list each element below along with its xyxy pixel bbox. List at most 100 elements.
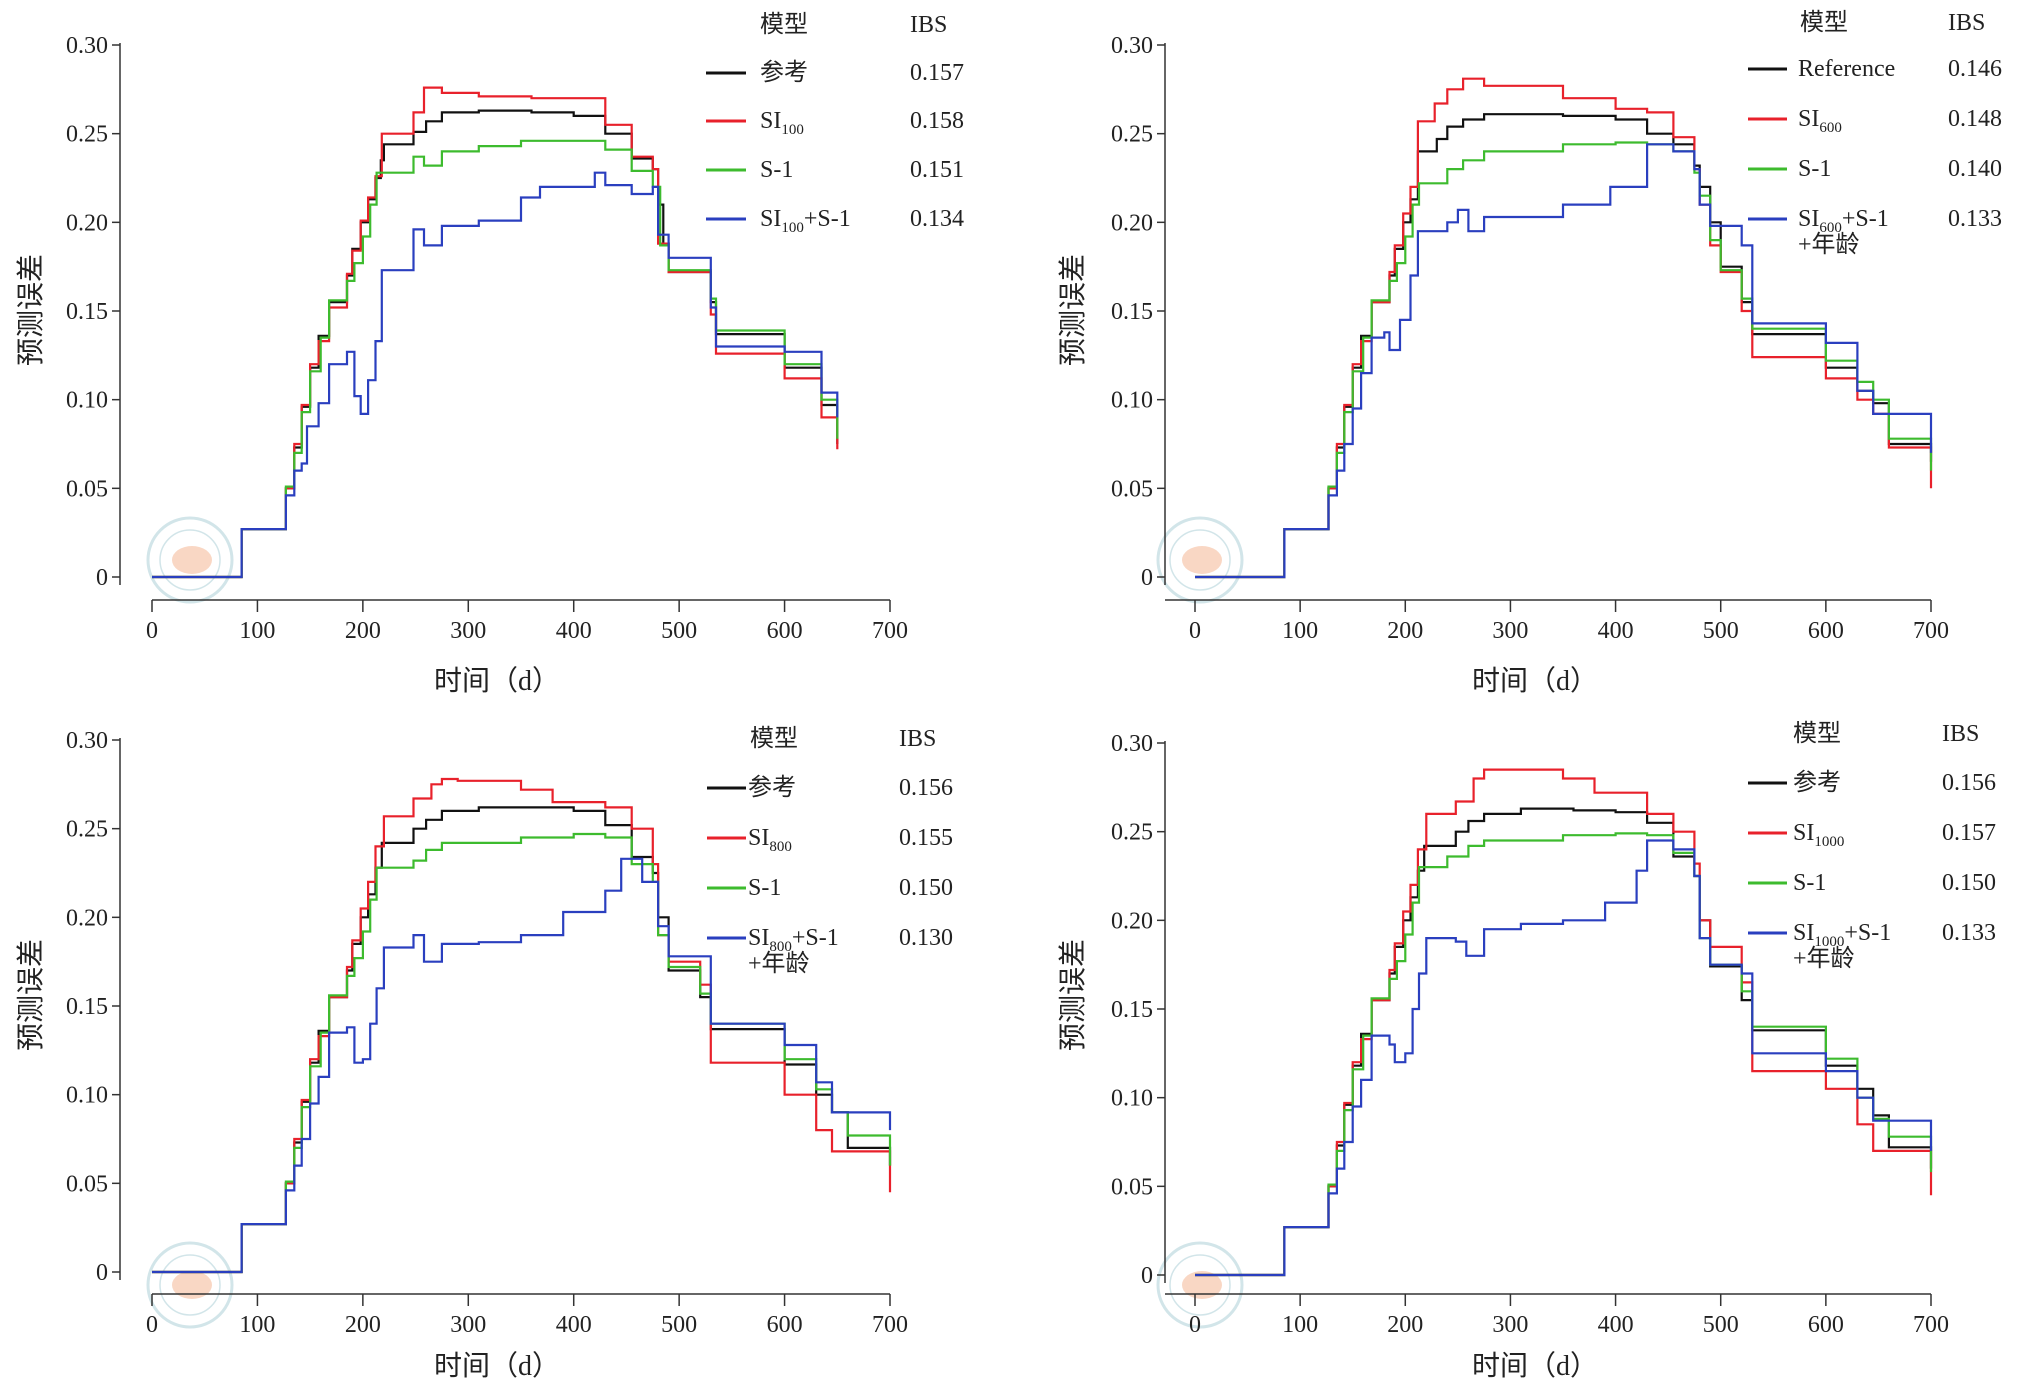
series-line-1 xyxy=(1195,77,1933,579)
x-tick-label: 0 xyxy=(1189,618,1201,644)
x-tick-label: 200 xyxy=(345,618,381,644)
legend-label: S-1 xyxy=(760,157,793,183)
legend-label: SI600+S-1 xyxy=(1798,206,1889,236)
legend-label-line2: +年龄 xyxy=(1798,231,1860,258)
legend-header-model: 模型 xyxy=(760,11,808,38)
x-tick-label: 200 xyxy=(345,1312,381,1338)
x-tick-label: 700 xyxy=(872,618,908,644)
x-tick-label: 200 xyxy=(1387,618,1423,644)
legend-label: 参考 xyxy=(1793,769,1841,796)
watermark-map-shape xyxy=(172,1271,212,1299)
watermark-logo xyxy=(146,1241,234,1329)
x-axis-label: 时间（d） xyxy=(1472,1350,1598,1382)
legend-label-main: SI xyxy=(748,825,769,851)
y-tick-label: 0 xyxy=(96,565,108,591)
legend-label-subscript: 600 xyxy=(1819,220,1842,236)
legend-label: SI100+S-1 xyxy=(760,206,851,236)
y-tick-label: 0.30 xyxy=(66,728,108,754)
legend-label-main: S-1 xyxy=(760,157,793,183)
legend-label-rest: +S-1 xyxy=(792,925,839,951)
y-axis-label: 预测误差 xyxy=(1057,939,1089,1051)
y-tick-label: 0.25 xyxy=(1111,122,1153,148)
x-tick-label: 200 xyxy=(1387,1312,1423,1338)
y-tick-label: 0.15 xyxy=(1111,299,1153,325)
watermark-map-shape xyxy=(1182,546,1222,574)
legend-label: SI800+S-1 xyxy=(748,925,839,955)
legend-label: 参考 xyxy=(760,59,808,86)
series-line-2 xyxy=(152,139,839,579)
series-line-3 xyxy=(152,171,839,579)
x-tick-label: 0 xyxy=(146,1312,158,1338)
watermark-logo xyxy=(146,516,234,604)
x-tick-label: 500 xyxy=(1703,618,1739,644)
legend-ibs-value: 0.156 xyxy=(1942,770,1996,796)
legend-label-main: SI xyxy=(1793,920,1814,946)
legend-ibs-value: 0.158 xyxy=(910,108,964,134)
x-tick-label: 400 xyxy=(1598,618,1634,644)
y-tick-label: 0.05 xyxy=(1111,1174,1153,1200)
watermark-inner-ring xyxy=(1169,529,1231,591)
legend-ibs-value: 0.157 xyxy=(910,60,964,86)
watermark-logo xyxy=(1156,516,1244,604)
y-tick-label: 0.25 xyxy=(66,122,108,148)
legend-header-model: 模型 xyxy=(1800,9,1848,36)
legend-ibs-value: 0.150 xyxy=(1942,870,1996,896)
legend-label: SI600 xyxy=(1798,106,1842,136)
legend-header-ibs: IBS xyxy=(1948,10,1985,36)
y-tick-label: 0.15 xyxy=(66,299,108,325)
legend-label-rest: +S-1 xyxy=(804,206,851,232)
watermark-logo xyxy=(1156,1241,1244,1329)
y-tick-label: 0.05 xyxy=(66,1171,108,1197)
y-tick-label: 0.10 xyxy=(66,1083,108,1109)
watermark-ring xyxy=(1156,1241,1244,1329)
legend-label: Reference xyxy=(1798,56,1895,82)
x-tick-label: 300 xyxy=(1492,618,1528,644)
legend-header-model: 模型 xyxy=(750,725,798,752)
x-tick-label: 100 xyxy=(239,1312,275,1338)
y-tick-label: 0 xyxy=(1141,565,1153,591)
watermark-map-shape xyxy=(1182,1271,1222,1299)
x-axis-label: 时间（d） xyxy=(434,1350,560,1382)
y-tick-label: 0.15 xyxy=(66,994,108,1020)
legend-label-subscript: 100 xyxy=(781,122,804,138)
y-axis-label: 预测误差 xyxy=(1057,254,1089,366)
series-line-2 xyxy=(1195,141,1933,579)
legend-label: S-1 xyxy=(1793,870,1826,896)
y-axis-label: 预测误差 xyxy=(15,939,47,1051)
y-tick-label: 0.30 xyxy=(66,33,108,59)
legend-ibs-value: 0.133 xyxy=(1948,206,2002,232)
series-line-3 xyxy=(152,857,892,1274)
legend-label-main: S-1 xyxy=(1798,156,1831,182)
legend-label: SI1000+S-1 xyxy=(1793,920,1891,950)
y-tick-label: 0.10 xyxy=(1111,1086,1153,1112)
legend-label: S-1 xyxy=(748,875,781,901)
x-axis-label: 时间（d） xyxy=(434,665,560,697)
legend-label-line2: +年龄 xyxy=(1793,945,1855,972)
legend-label-main: SI xyxy=(748,925,769,951)
chart-panel-bottom-left: 0 0.05 0.10 0.15 0.20 0.25 0.30 0 100 200 300 400 50… xyxy=(15,725,953,1382)
x-tick-label: 0 xyxy=(1189,1312,1201,1338)
x-tick-label: 600 xyxy=(1808,618,1844,644)
legend-label-main: S-1 xyxy=(748,875,781,901)
watermark-ring xyxy=(146,516,234,604)
y-tick-label: 0.20 xyxy=(66,905,108,931)
legend-ibs-value: 0.148 xyxy=(1948,106,2002,132)
watermark-inner-ring xyxy=(159,1254,221,1316)
y-tick-label: 0.30 xyxy=(1111,33,1153,59)
x-axis-label: 时间（d） xyxy=(1472,665,1598,697)
legend-ibs-value: 0.156 xyxy=(899,775,953,801)
legend-label-subscript: 800 xyxy=(769,839,792,855)
x-tick-label: 700 xyxy=(872,1312,908,1338)
legend-label-subscript: 600 xyxy=(1819,120,1842,136)
y-tick-label: 0.20 xyxy=(1111,210,1153,236)
x-tick-label: 0 xyxy=(146,618,158,644)
legend-ibs-value: 0.134 xyxy=(910,206,964,232)
legend-label-rest: +S-1 xyxy=(1844,920,1891,946)
x-tick-label: 500 xyxy=(661,618,697,644)
series-line-0 xyxy=(152,109,839,579)
legend-label: 参考 xyxy=(748,774,796,801)
y-tick-label: 0 xyxy=(1141,1263,1153,1289)
legend-label-main: SI xyxy=(760,206,781,232)
